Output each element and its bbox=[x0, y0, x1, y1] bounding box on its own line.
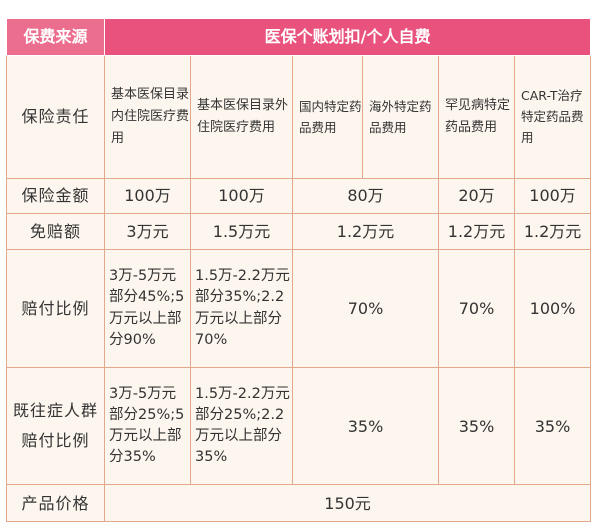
liability-row: 保险责任 基本医保目录内住院医疗费用 基本医保目录外住院医疗费用 国内特定药品费… bbox=[6, 54, 592, 180]
ratio-value: 70% bbox=[438, 249, 515, 368]
amount-row: 保险金额 100万 100万 80万 20万 100万 bbox=[6, 178, 592, 214]
header-row: 保费来源 医保个账划扣/个人自费 bbox=[6, 18, 592, 56]
liability-inpatient-uncovered: 基本医保目录外住院医疗费用 bbox=[190, 54, 293, 180]
liability-domestic-drugs: 国内特定药品费用 bbox=[292, 54, 363, 180]
liability-inpatient-covered: 基本医保目录内住院医疗费用 bbox=[104, 54, 191, 180]
ratio-row: 赔付比例 3万-5万元部分45%;5万元以上部分90% 1.5万-2.2万元部分… bbox=[6, 249, 592, 368]
row-label-deductible: 免赔额 bbox=[6, 212, 105, 251]
amount-value: 100万 bbox=[513, 178, 592, 214]
row-label-liability: 保险责任 bbox=[6, 54, 105, 180]
price-row: 产品价格 150元 bbox=[6, 484, 592, 522]
row-label-preexisting: 既往症人群赔付比例 bbox=[6, 366, 105, 486]
liability-car-t-drugs: CAR-T治疗特定药品费用 bbox=[513, 54, 592, 180]
amount-value: 20万 bbox=[438, 178, 515, 214]
deductible-value: 1.2万元 bbox=[292, 212, 439, 251]
price-value: 150元 bbox=[103, 484, 592, 522]
preexisting-value: 35% bbox=[292, 366, 439, 486]
insurance-benefit-table: 保费来源 医保个账划扣/个人自费 保险责任 基本医保目录内住院医疗费用 基本医保… bbox=[6, 18, 592, 522]
row-label-ratio: 赔付比例 bbox=[6, 249, 105, 368]
deductible-value: 1.2万元 bbox=[513, 212, 592, 251]
amount-value: 100万 bbox=[190, 178, 293, 214]
ratio-value: 1.5万-2.2万元部分35%;2.2万元以上部分70% bbox=[190, 249, 293, 368]
deductible-value: 3万元 bbox=[104, 212, 191, 251]
deductible-value: 1.2万元 bbox=[438, 212, 515, 251]
header-premium-source: 保费来源 bbox=[6, 18, 105, 56]
preexisting-value: 1.5万-2.2万元部分25%;2.2万元以上部分35% bbox=[190, 366, 293, 486]
preexisting-value: 3万-5万元部分25%;5万元以上部分35% bbox=[104, 366, 191, 486]
row-label-price: 产品价格 bbox=[6, 484, 105, 522]
row-label-amount: 保险金额 bbox=[6, 178, 105, 214]
amount-value: 80万 bbox=[292, 178, 439, 214]
ratio-value: 100% bbox=[513, 249, 592, 368]
preexisting-row: 既往症人群赔付比例 3万-5万元部分25%;5万元以上部分35% 1.5万-2.… bbox=[6, 366, 592, 486]
ratio-value: 70% bbox=[292, 249, 439, 368]
amount-value: 100万 bbox=[104, 178, 191, 214]
preexisting-value: 35% bbox=[513, 366, 592, 486]
header-payment-method: 医保个账划扣/个人自费 bbox=[103, 18, 592, 56]
liability-overseas-drugs: 海外特定药品费用 bbox=[362, 54, 439, 180]
deductible-row: 免赔额 3万元 1.5万元 1.2万元 1.2万元 1.2万元 bbox=[6, 212, 592, 251]
deductible-value: 1.5万元 bbox=[190, 212, 293, 251]
preexisting-value: 35% bbox=[438, 366, 515, 486]
liability-rare-disease-drugs: 罕见病特定药品费用 bbox=[438, 54, 515, 180]
ratio-value: 3万-5万元部分45%;5万元以上部分90% bbox=[104, 249, 191, 368]
